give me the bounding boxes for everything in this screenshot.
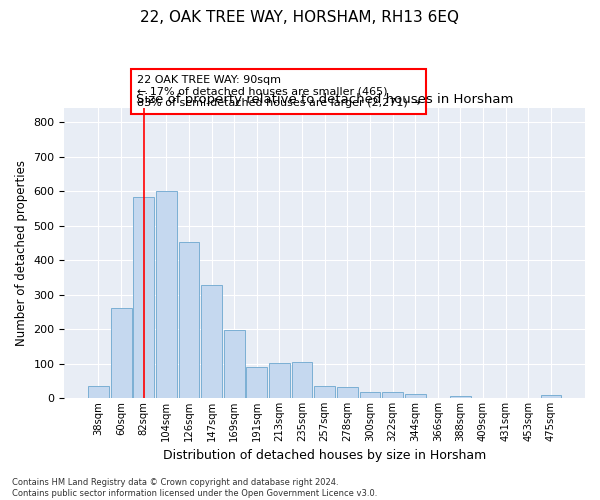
Bar — [314, 386, 335, 398]
Text: 22, OAK TREE WAY, HORSHAM, RH13 6EQ: 22, OAK TREE WAY, HORSHAM, RH13 6EQ — [140, 10, 460, 25]
Bar — [337, 388, 358, 398]
Bar — [292, 362, 313, 398]
Y-axis label: Number of detached properties: Number of detached properties — [15, 160, 28, 346]
Bar — [382, 392, 403, 398]
Bar — [110, 308, 131, 398]
Bar — [247, 367, 267, 398]
Text: 22 OAK TREE WAY: 90sqm
← 17% of detached houses are smaller (465)
83% of semi-de: 22 OAK TREE WAY: 90sqm ← 17% of detached… — [137, 75, 421, 108]
Text: Contains HM Land Registry data © Crown copyright and database right 2024.
Contai: Contains HM Land Registry data © Crown c… — [12, 478, 377, 498]
Bar — [133, 196, 154, 398]
Bar — [179, 242, 199, 398]
Bar — [541, 396, 562, 398]
Bar — [156, 190, 177, 398]
Bar — [269, 363, 290, 398]
Bar — [224, 330, 245, 398]
Title: Size of property relative to detached houses in Horsham: Size of property relative to detached ho… — [136, 92, 514, 106]
Bar — [201, 285, 222, 398]
Bar — [88, 386, 109, 398]
X-axis label: Distribution of detached houses by size in Horsham: Distribution of detached houses by size … — [163, 450, 487, 462]
Bar — [405, 394, 425, 398]
Bar — [359, 392, 380, 398]
Bar — [450, 396, 471, 398]
